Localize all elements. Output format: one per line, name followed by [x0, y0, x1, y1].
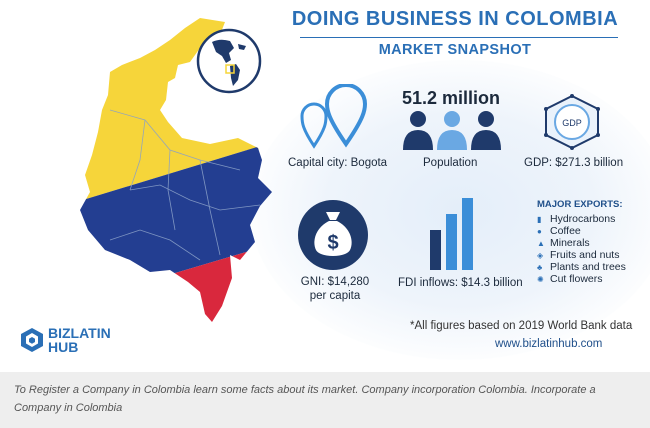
- export-item: ▮ Hydrocarbons: [537, 213, 615, 225]
- export-label: Minerals: [550, 237, 590, 249]
- infographic: DOING BUSINESS IN COLOMBIA MARKET SNAPSH…: [20, 8, 650, 360]
- page-subtitle: MARKET SNAPSHOT: [378, 42, 532, 58]
- export-label: Fruits and nuts: [550, 249, 620, 261]
- bar-chart-icon: [430, 198, 473, 270]
- caption-box: To Register a Company in Colombia learn …: [0, 372, 650, 428]
- map-pin-icon: [300, 84, 368, 149]
- gni-unit: per capita: [309, 290, 361, 302]
- coffee-icon: ●: [537, 226, 542, 236]
- people-icon: [403, 111, 501, 150]
- gdp-label: GDP: $271.3 billion: [524, 157, 624, 169]
- export-label: Cut flowers: [550, 273, 603, 285]
- website-url[interactable]: www.bizlatinhub.com: [495, 338, 603, 350]
- logo-text-bottom: HUB: [48, 339, 79, 355]
- page-title: DOING BUSINESS IN COLOMBIA: [291, 8, 619, 30]
- population-value: 51.2 million: [401, 88, 501, 108]
- export-item: ♣ Plants and trees: [537, 261, 626, 273]
- title-divider: [300, 37, 618, 38]
- logo-text-top: BIZLATIN: [48, 325, 111, 341]
- plant-icon: ♣: [537, 262, 543, 272]
- gni-label: GNI: $14,280 per capita: [300, 275, 370, 303]
- fdi-label: FDI inflows: $14.3 billion: [398, 277, 523, 289]
- capital-city-label: Capital city: Bogota: [288, 157, 388, 169]
- flower-icon: ✺: [537, 274, 544, 284]
- globe-inset-icon: [196, 28, 262, 94]
- exports-heading: MAJOR EXPORTS:: [537, 199, 623, 210]
- image-caption: To Register a Company in Colombia learn …: [14, 384, 596, 414]
- money-bag-icon: $: [298, 200, 368, 270]
- export-item: ▲ Minerals: [537, 237, 590, 249]
- gdp-badge-text: GDP: [562, 118, 582, 128]
- data-source-note: *All figures based on 2019 World Bank da…: [410, 320, 633, 332]
- export-label: Hydrocarbons: [550, 213, 616, 225]
- gdp-badge-icon: GDP: [544, 94, 600, 150]
- export-item: ◈ Fruits and nuts: [537, 249, 619, 261]
- fruit-icon: ◈: [537, 250, 544, 260]
- logo-mark-icon: [21, 328, 43, 352]
- export-label: Plants and trees: [550, 261, 626, 273]
- minerals-icon: ▲: [537, 238, 545, 248]
- svg-text:$: $: [327, 232, 338, 254]
- oil-icon: ▮: [537, 214, 542, 224]
- export-item: ● Coffee: [537, 225, 581, 237]
- export-label: Coffee: [550, 225, 581, 237]
- gni-value: GNI: $14,280: [300, 276, 370, 288]
- population-label: Population: [423, 157, 478, 169]
- bizlatinhub-logo: BIZLATIN HUB: [20, 326, 111, 354]
- export-item: ✺ Cut flowers: [537, 273, 603, 285]
